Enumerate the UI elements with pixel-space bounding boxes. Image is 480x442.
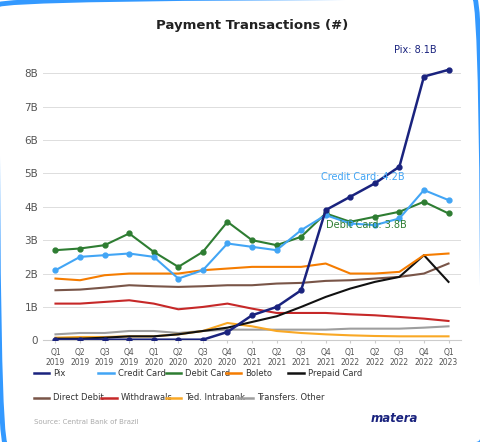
- Text: Debit Card: Debit Card: [185, 369, 230, 378]
- Text: Pix: 8.1B: Pix: 8.1B: [394, 45, 436, 55]
- Text: Withdrawals: Withdrawals: [120, 393, 172, 402]
- Text: Credit Card: Credit Card: [118, 369, 166, 378]
- Text: matera: matera: [370, 412, 418, 425]
- Text: Debit Card: 3.8B: Debit Card: 3.8B: [326, 220, 407, 230]
- Text: Direct Debit: Direct Debit: [53, 393, 104, 402]
- Text: Source: Central Bank of Brazil: Source: Central Bank of Brazil: [34, 419, 138, 425]
- Text: Boleto: Boleto: [245, 369, 272, 378]
- Title: Payment Transactions (#): Payment Transactions (#): [156, 19, 348, 32]
- Text: Prepaid Card: Prepaid Card: [308, 369, 362, 378]
- Text: Ted. Intrabank: Ted. Intrabank: [185, 393, 245, 402]
- Text: Pix: Pix: [53, 369, 66, 378]
- Text: Transfers. Other: Transfers. Other: [257, 393, 325, 402]
- Text: Credit Card: 4.2B: Credit Card: 4.2B: [321, 171, 404, 182]
